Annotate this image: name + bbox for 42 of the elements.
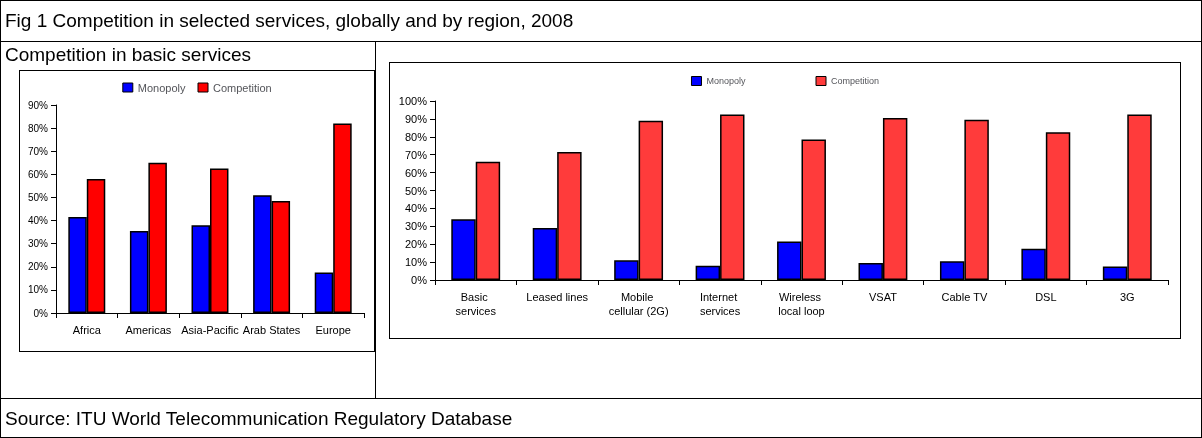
chart-title: Fig 1 Competition in selected services, globally and by region, 2008 xyxy=(1,1,1201,42)
y-tick-label: 70% xyxy=(404,148,428,161)
chart-subtitle: Competition in basic services xyxy=(5,44,252,66)
x-tick-label: Internet services xyxy=(699,291,741,317)
x-tick-label: Cable TV xyxy=(941,291,988,303)
y-tick-label: 20% xyxy=(27,261,49,273)
x-tick-label: Europe xyxy=(315,324,351,336)
y-tick-label: 40% xyxy=(404,202,428,215)
y-tick-label: 60% xyxy=(404,166,428,179)
x-tick-label: Africa xyxy=(72,324,102,336)
y-tick-label: 0% xyxy=(411,274,428,286)
y-tick-label: 10% xyxy=(27,284,49,296)
y-tick-label: 20% xyxy=(404,238,428,251)
y-tick-label: 50% xyxy=(27,191,49,203)
x-tick-label: Asia-Pacific xyxy=(181,324,240,336)
y-tick-label: 80% xyxy=(27,122,49,134)
x-tick-label: Arab States xyxy=(242,324,301,336)
x-tick-label: VSAT xyxy=(868,291,898,303)
y-tick-label: 90% xyxy=(27,99,49,111)
x-tick-label: Americas xyxy=(125,324,172,336)
y-tick-label: 50% xyxy=(404,184,428,197)
x-tick-label: 3G xyxy=(1119,291,1135,303)
legend-label: Monopoly xyxy=(706,76,746,86)
y-tick-label: 80% xyxy=(404,130,428,143)
y-tick-label: 90% xyxy=(404,112,428,125)
y-tick-label: 40% xyxy=(27,215,49,227)
y-tick-label: 30% xyxy=(27,238,49,250)
x-tick-label: Wireless local loop xyxy=(778,291,825,317)
legend-label: Monopoly xyxy=(137,81,186,94)
y-tick-label: 60% xyxy=(27,168,49,180)
source-note: Source: ITU World Telecommunication Regulatory Database xyxy=(1,398,1201,438)
y-tick-label: 10% xyxy=(404,256,428,269)
y-tick-label: 30% xyxy=(404,220,428,233)
legend-label: Competition xyxy=(831,76,880,86)
y-tick-label: 70% xyxy=(27,145,49,157)
x-tick-label: Basic services xyxy=(455,291,497,317)
x-tick-label: Mobile cellular (2G) xyxy=(608,291,669,317)
y-tick-label: 0% xyxy=(33,307,49,319)
y-tick-label: 100% xyxy=(398,95,428,107)
x-tick-label: DSL xyxy=(1035,291,1057,303)
x-tick-label: Leased lines xyxy=(526,291,589,303)
legend-label: Competition xyxy=(213,81,272,94)
